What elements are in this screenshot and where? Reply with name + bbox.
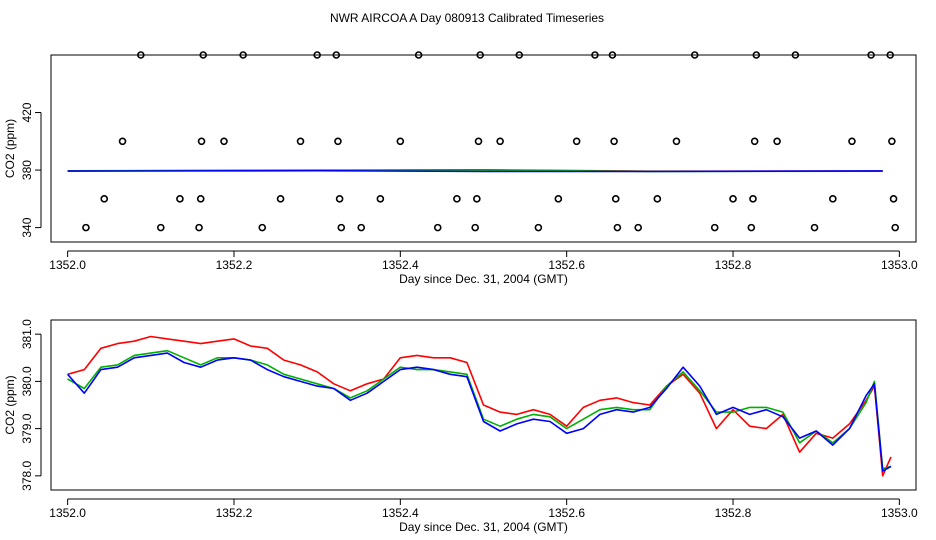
top-x-tick-label: 1352.8 [715,258,752,272]
top-scatter-point [608,51,617,59]
top-scatter-point [554,195,563,203]
top-scatter-point [653,195,662,203]
top-scatter-point [888,137,896,146]
top-scatter-point [810,223,819,232]
top-scatter-point [258,223,267,232]
top-scatter-point [197,137,206,146]
top-scatter-point [889,195,898,203]
top-scatter-point [137,51,145,59]
top-x-tick-label: 1353.0 [881,258,918,272]
top-scatter-point [199,51,208,59]
top-scatter-point [496,137,504,146]
top-scatter-point [829,195,837,203]
top-scatter-point [474,137,483,146]
top-scatter-point [613,223,622,232]
bottom-series-line-0 [67,335,892,477]
top-x-tick-label: 1352.2 [216,258,253,272]
top-scatter-point [591,51,599,59]
top-scatter-point [515,51,524,59]
top-scatter-point [396,137,405,146]
bottom-data-marks [67,335,892,477]
top-series-line-2 [67,169,883,173]
top-scatter-point [747,223,756,232]
top-y-axis-label: CO2 (ppm) [3,119,17,178]
bottom-x-tick-label: 1352.8 [715,506,752,520]
top-scatter-point [118,137,127,146]
top-scatter-point [710,223,719,232]
top-scatter-point [473,195,481,203]
bottom-x-tick-label: 1352.0 [49,506,86,520]
top-y-tick-label: 380 [20,160,34,180]
top-y-tick-label: 340 [20,217,34,237]
top-scatter-point [471,223,479,232]
bottom-y-tick-label: 378.0 [20,460,34,490]
top-scatter-point [334,137,342,146]
top-scatter-point [672,137,681,146]
top-scatter-point [276,195,285,203]
top-scatter-point [335,195,344,203]
top-plot-frame [50,54,917,243]
top-scatter-point [773,137,781,146]
top-data-marks [67,51,900,232]
top-scatter-point [414,51,423,59]
bottom-plot-frame [50,319,917,491]
top-scatter-point [611,195,620,203]
top-scatter-point [176,195,184,203]
top-x-tick-label: 1352.4 [382,258,419,272]
bottom-y-tick-label: 380.0 [20,366,34,396]
top-scatter-point [195,223,203,232]
top-scatter-point [634,223,643,232]
top-scatter-point [376,195,385,203]
top-scatter-point [867,51,875,59]
top-scatter-point [610,137,618,146]
top-scatter-point [729,195,737,203]
top-scatter-point [82,223,90,232]
top-scatter-point [848,137,856,146]
bottom-panel: Day since Dec. 31, 2004 (GMT) CO2 (ppm) … [3,319,918,534]
bottom-y-tick-label: 381.0 [20,319,34,349]
top-scatter-point [453,195,461,203]
top-x-tick-label: 1352.6 [548,258,585,272]
bottom-y-axis-label: CO2 (ppm) [3,375,17,434]
bottom-x-tick-label: 1352.2 [216,506,253,520]
top-scatter-point [476,51,484,59]
top-x-tick-label: 1352.0 [49,258,86,272]
top-scatter-point [313,51,321,59]
top-scatter-point [752,51,761,59]
top-scatter-point [750,137,759,146]
top-axes: 1352.0 1352.2 1352.4 1352.6 1352.8 1353.0 340 3… [20,102,918,272]
top-scatter-point [196,195,205,203]
top-scatter-point [296,137,305,146]
top-scatter-point [891,223,900,232]
bottom-series-line-2 [67,352,892,472]
top-scatter-point [239,51,247,59]
bottom-y-tick-label: 379.0 [20,413,34,443]
figure-title: NWR AIRCOA A Day 080913 Calibrated Times… [330,11,604,25]
bottom-x-tick-label: 1353.0 [881,506,918,520]
top-scatter-point [534,223,543,232]
bottom-x-axis-label: Day since Dec. 31, 2004 (GMT) [399,520,568,534]
top-scatter-point [156,223,165,232]
top-scatter-point [433,223,442,232]
bottom-series-line-1 [67,349,892,470]
top-scatter-point [749,195,757,203]
top-scatter-point [886,51,895,59]
top-panel: Day since Dec. 31, 2004 (GMT) CO2 (ppm) … [3,51,918,286]
top-scatter-point [337,223,346,232]
bottom-x-tick-label: 1352.4 [382,506,419,520]
bottom-axes: 1352.0 1352.2 1352.4 1352.6 1352.8 1353.0 378.… [20,319,918,520]
top-scatter-point [332,51,341,59]
top-x-axis-label: Day since Dec. 31, 2004 (GMT) [399,272,568,286]
top-scatter-point [220,137,228,146]
top-scatter-point [100,195,109,203]
top-scatter-point [357,223,366,232]
bottom-x-tick-label: 1352.6 [548,506,585,520]
top-scatter-point [791,51,800,59]
top-scatter-point [690,51,699,59]
top-y-tick-label: 420 [20,102,34,122]
top-scatter-point [572,137,581,146]
